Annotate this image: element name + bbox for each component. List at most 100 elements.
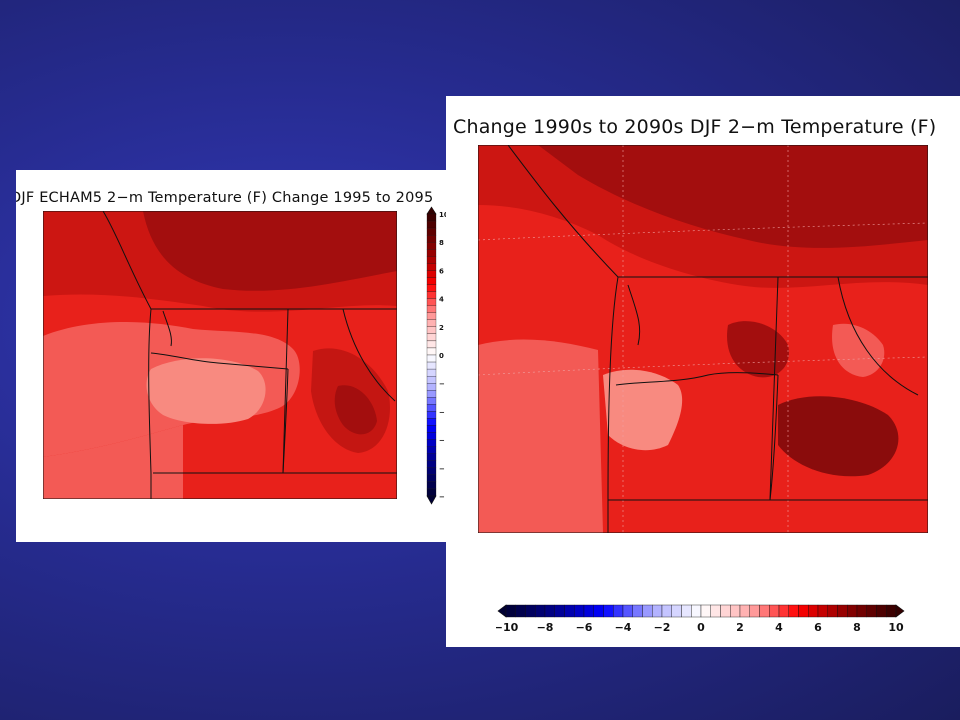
- colorbar-box: [426, 467, 437, 475]
- echam5-map-panel: DJF ECHAM5 2−m Temperature (F) Change 19…: [16, 170, 448, 542]
- colorbar-box: [426, 305, 437, 313]
- colorbar-tick-label: −: [439, 437, 445, 445]
- colorbar-box: [426, 390, 437, 398]
- puget-sound: [162, 310, 172, 347]
- colorbar-tick-label: −10: [496, 621, 519, 633]
- map-boundaries: [102, 211, 397, 499]
- colorbar-box: [426, 227, 437, 236]
- colorbar-box: [426, 263, 437, 271]
- colorbar-tick-label: 8: [439, 239, 444, 247]
- colorbar-tick-label: −6: [576, 621, 593, 633]
- colorbar-box: [426, 375, 437, 384]
- colorbar-box: [426, 340, 437, 349]
- colorbar-box: [426, 460, 437, 468]
- colorbar-box: [788, 604, 799, 618]
- colorbar-tick-label: 0: [439, 352, 444, 360]
- colorbar-tick-label: 0: [697, 621, 705, 633]
- colorbar-box: [505, 604, 516, 618]
- colorbar-box: [426, 270, 437, 278]
- map-field-darkest-southeast: [778, 396, 899, 477]
- colorbar-box: [759, 604, 770, 618]
- colorbar-boxes: [497, 604, 905, 618]
- map-field-light-idaho: [832, 323, 885, 377]
- colorbar-box: [426, 446, 437, 454]
- colorbar-tick-label: −2: [654, 621, 671, 633]
- change-map-title: Change 1990s to 2090s DJF 2−m Temperatur…: [453, 116, 937, 138]
- colorbar-tick-label: −: [439, 493, 445, 501]
- map-field-darkest-east: [334, 385, 377, 435]
- colorbar-box: [866, 604, 877, 618]
- colorbar-box: [661, 604, 672, 618]
- colorbar-tick-label: 4: [439, 296, 444, 304]
- colorbar-box: [426, 432, 437, 440]
- colorbar-box: [426, 488, 437, 497]
- colorbar-box: [710, 604, 721, 618]
- idaho-montana-border: [342, 308, 396, 402]
- colorbar-box: [426, 319, 437, 327]
- colorbar-box: [827, 604, 838, 618]
- colorbar-box: [426, 439, 437, 447]
- colorbar-box: [426, 453, 437, 461]
- colorbar-box: [613, 604, 624, 618]
- colorbar-box: [426, 291, 437, 299]
- map-field-darkest-north: [538, 145, 928, 248]
- colorbar-tick-labels: −10 −8 −6 −4 −2 0 2 4 6 8 10: [496, 621, 904, 633]
- map-field-darkest-north: [143, 211, 397, 291]
- colorbar-box: [525, 604, 536, 618]
- colorbar-tick-labels: 10 8 6 4 2 0 − − − − −: [439, 211, 448, 501]
- colorbar-box: [426, 277, 437, 285]
- colorbar-box: [691, 604, 702, 618]
- colorbar-tick-label: −4: [615, 621, 632, 633]
- colorbar-box: [642, 604, 653, 618]
- colorbar-box: [426, 425, 437, 433]
- colorbar-box: [426, 361, 437, 370]
- colorbar-box: [426, 418, 437, 426]
- colorbar-box: [769, 604, 780, 618]
- colorbar-tick-label: −8: [537, 621, 554, 633]
- colorbar-box: [603, 604, 614, 618]
- puget-sound: [627, 284, 641, 346]
- colorbar-box: [426, 347, 437, 356]
- colorbar-box: [426, 354, 437, 363]
- colorbar-box: [817, 604, 828, 618]
- change-temperature-map: [478, 145, 928, 533]
- map-boundaries: [507, 145, 928, 533]
- colorbar-tick-label: 10: [439, 211, 448, 219]
- colorbar-box: [554, 604, 565, 618]
- colorbar-low-arrow: [426, 495, 437, 505]
- echam5-map-title: DJF ECHAM5 2−m Temperature (F) Change 19…: [16, 190, 434, 206]
- colorbar-box: [426, 404, 437, 412]
- colorbar-box: [426, 411, 437, 419]
- colorbar-tick-label: 8: [853, 621, 861, 633]
- colorbar-box: [426, 312, 437, 320]
- colorbar-box: [515, 604, 526, 618]
- colorbar-tick-label: −: [439, 465, 445, 473]
- colorbar-box: [681, 604, 692, 618]
- colorbar-box: [535, 604, 546, 618]
- colorbar-tick-label: 4: [775, 621, 783, 633]
- colorbar-box: [426, 326, 437, 335]
- columbia-river-border: [615, 372, 779, 386]
- colorbar-box: [593, 604, 604, 618]
- colorbar-tick-label: 6: [439, 267, 444, 275]
- colorbar-high-arrow: [895, 604, 905, 618]
- colorbar-box: [632, 604, 643, 618]
- colorbar-high-arrow: [426, 206, 437, 215]
- colorbar-box: [426, 333, 437, 342]
- colorbar-box: [847, 604, 858, 618]
- map-field-lightest-oregon: [146, 358, 266, 424]
- map-field-lightest-oregon: [603, 369, 683, 451]
- colorbar-box: [720, 604, 731, 618]
- colorbar-box: [426, 234, 437, 243]
- colorbar-boxes: [426, 206, 437, 505]
- colorbar-box: [426, 383, 437, 391]
- echam5-temperature-map: [43, 211, 397, 499]
- map-field-light-sw: [43, 425, 183, 499]
- change-map-panel: Change 1990s to 2090s DJF 2−m Temperatur…: [446, 96, 960, 647]
- colorbar-box: [426, 368, 437, 377]
- colorbar-box: [876, 604, 887, 618]
- colorbar-tick-label: 2: [439, 324, 444, 332]
- colorbar-box: [426, 256, 437, 264]
- colorbar-box: [837, 604, 848, 618]
- colorbar-box: [426, 298, 437, 306]
